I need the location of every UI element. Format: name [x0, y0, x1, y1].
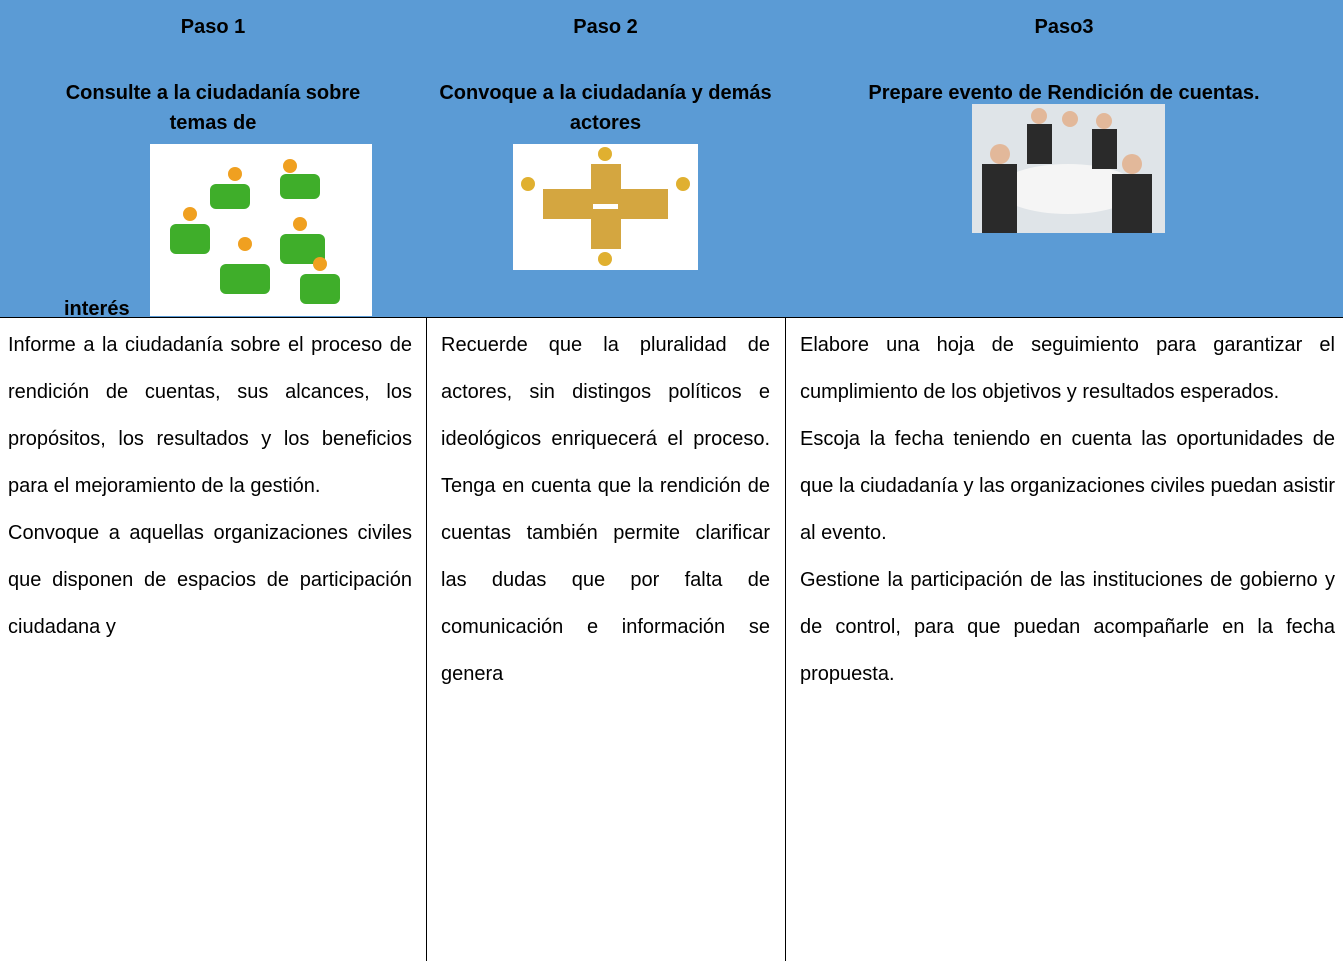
body-cell: Recuerde que la pluralidad de actores, s… [426, 318, 786, 961]
body-cell: Informe a la ciudadanía sobre el proceso… [0, 318, 427, 961]
step-title: Prepare evento de Rendición de cuentas. [868, 82, 1260, 104]
paragraph: Elabore una hoja de seguimiento para gar… [800, 334, 1335, 403]
paragraph: Gestione la participación de las institu… [800, 569, 1335, 685]
header-cell: Paso3 Prepare evento de Rendición de cue… [785, 0, 1343, 318]
image-puzzle-people [150, 144, 372, 316]
paragraph: Informe a la ciudadanía sobre el proceso… [8, 334, 412, 497]
step-label: Paso3 [1034, 16, 1094, 38]
step-title: Convoque a la ciudadanía y demás actores [439, 82, 772, 134]
header-cell: Paso 2 Convoque a la ciudadanía y demás … [426, 0, 786, 318]
step-title-end: interés [64, 298, 130, 320]
body-cell: Elabore una hoja de seguimiento para gar… [785, 318, 1343, 961]
paragraph: Recuerde que la pluralidad de actores, s… [441, 334, 770, 685]
header-cell: Paso 1 Consulte a la ciudadanía sobre te… [0, 0, 427, 320]
paragraph: Convoque a aquellas organizaciones civil… [8, 522, 412, 638]
image-meeting [972, 104, 1165, 233]
paragraph: Escoja la fecha teniendo en cuenta las o… [800, 428, 1335, 544]
step-label: Paso 1 [180, 16, 246, 38]
step-label: Paso 2 [573, 16, 638, 38]
image-puzzle-arrows [513, 144, 698, 270]
step-title: Consulte a la ciudadanía sobre temas de [65, 82, 361, 134]
